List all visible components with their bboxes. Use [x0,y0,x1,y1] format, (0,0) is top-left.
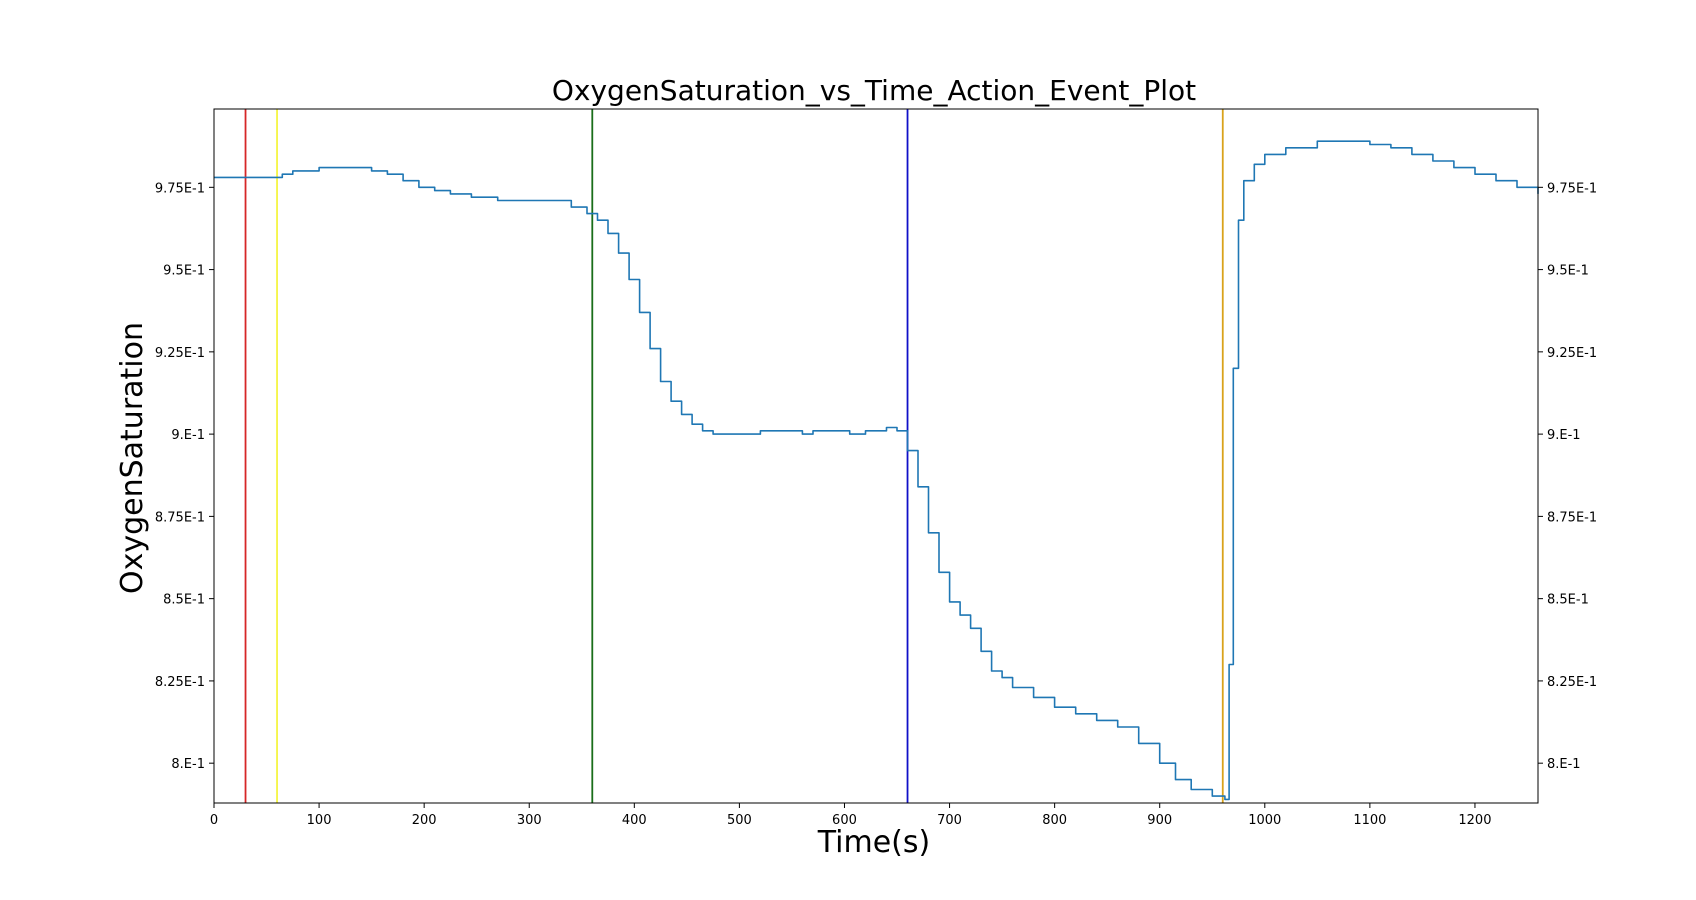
x-tick-label: 1100 [1353,813,1386,828]
series-layer [214,140,1539,801]
x-tick-label: 200 [412,813,437,828]
axes: 0 100 200 300 400 500 600 700 800 900 1000 1100 1200… [155,108,1597,828]
x-tick-label: 700 [937,813,962,828]
x-tick-label: 400 [622,813,647,828]
x-tick-label: 0 [210,813,218,828]
y-tick-label-left: 9.75E-1 [155,181,205,196]
series-line-0 [214,140,1539,801]
x-tick-label: 300 [517,813,542,828]
y-tick-label-left: 8.75E-1 [155,510,205,525]
y-axis-label: OxygenSaturation [115,322,150,594]
y-tick-label-right: 8.E-1 [1547,757,1581,772]
event-markers [244,109,1224,803]
y-tick-label-left: 9.25E-1 [155,346,205,361]
x-tick-label: 800 [1042,813,1067,828]
y-tick-label-right: 8.5E-1 [1547,593,1589,608]
y-tick-label-left: 8.5E-1 [163,593,205,608]
y-tick-label-left: 9.5E-1 [163,264,205,279]
x-tick-label: 1000 [1248,813,1281,828]
y-tick-label-left: 9.E-1 [171,428,205,443]
y-tick-label-right: 9.75E-1 [1547,181,1597,196]
x-tick-label: 1200 [1458,813,1491,828]
x-tick-label: 500 [727,813,752,828]
chart-title: OxygenSaturation_vs_Time_Action_Event_Pl… [552,74,1196,107]
y-tick-label-right: 9.5E-1 [1547,264,1589,279]
y-tick-label-left: 8.25E-1 [155,675,205,690]
y-tick-label-right: 8.25E-1 [1547,675,1597,690]
y-tick-label-right: 9.25E-1 [1547,346,1597,361]
x-tick-label: 100 [307,813,332,828]
y-tick-label-left: 8.E-1 [171,757,205,772]
x-tick-label: 900 [1147,813,1172,828]
x-axis-label: Time(s) [817,825,930,860]
y-tick-label-right: 9.E-1 [1547,428,1581,443]
plot-frame [213,108,1539,804]
y-tick-label-right: 8.75E-1 [1547,510,1597,525]
x-tick-label: 600 [832,813,857,828]
